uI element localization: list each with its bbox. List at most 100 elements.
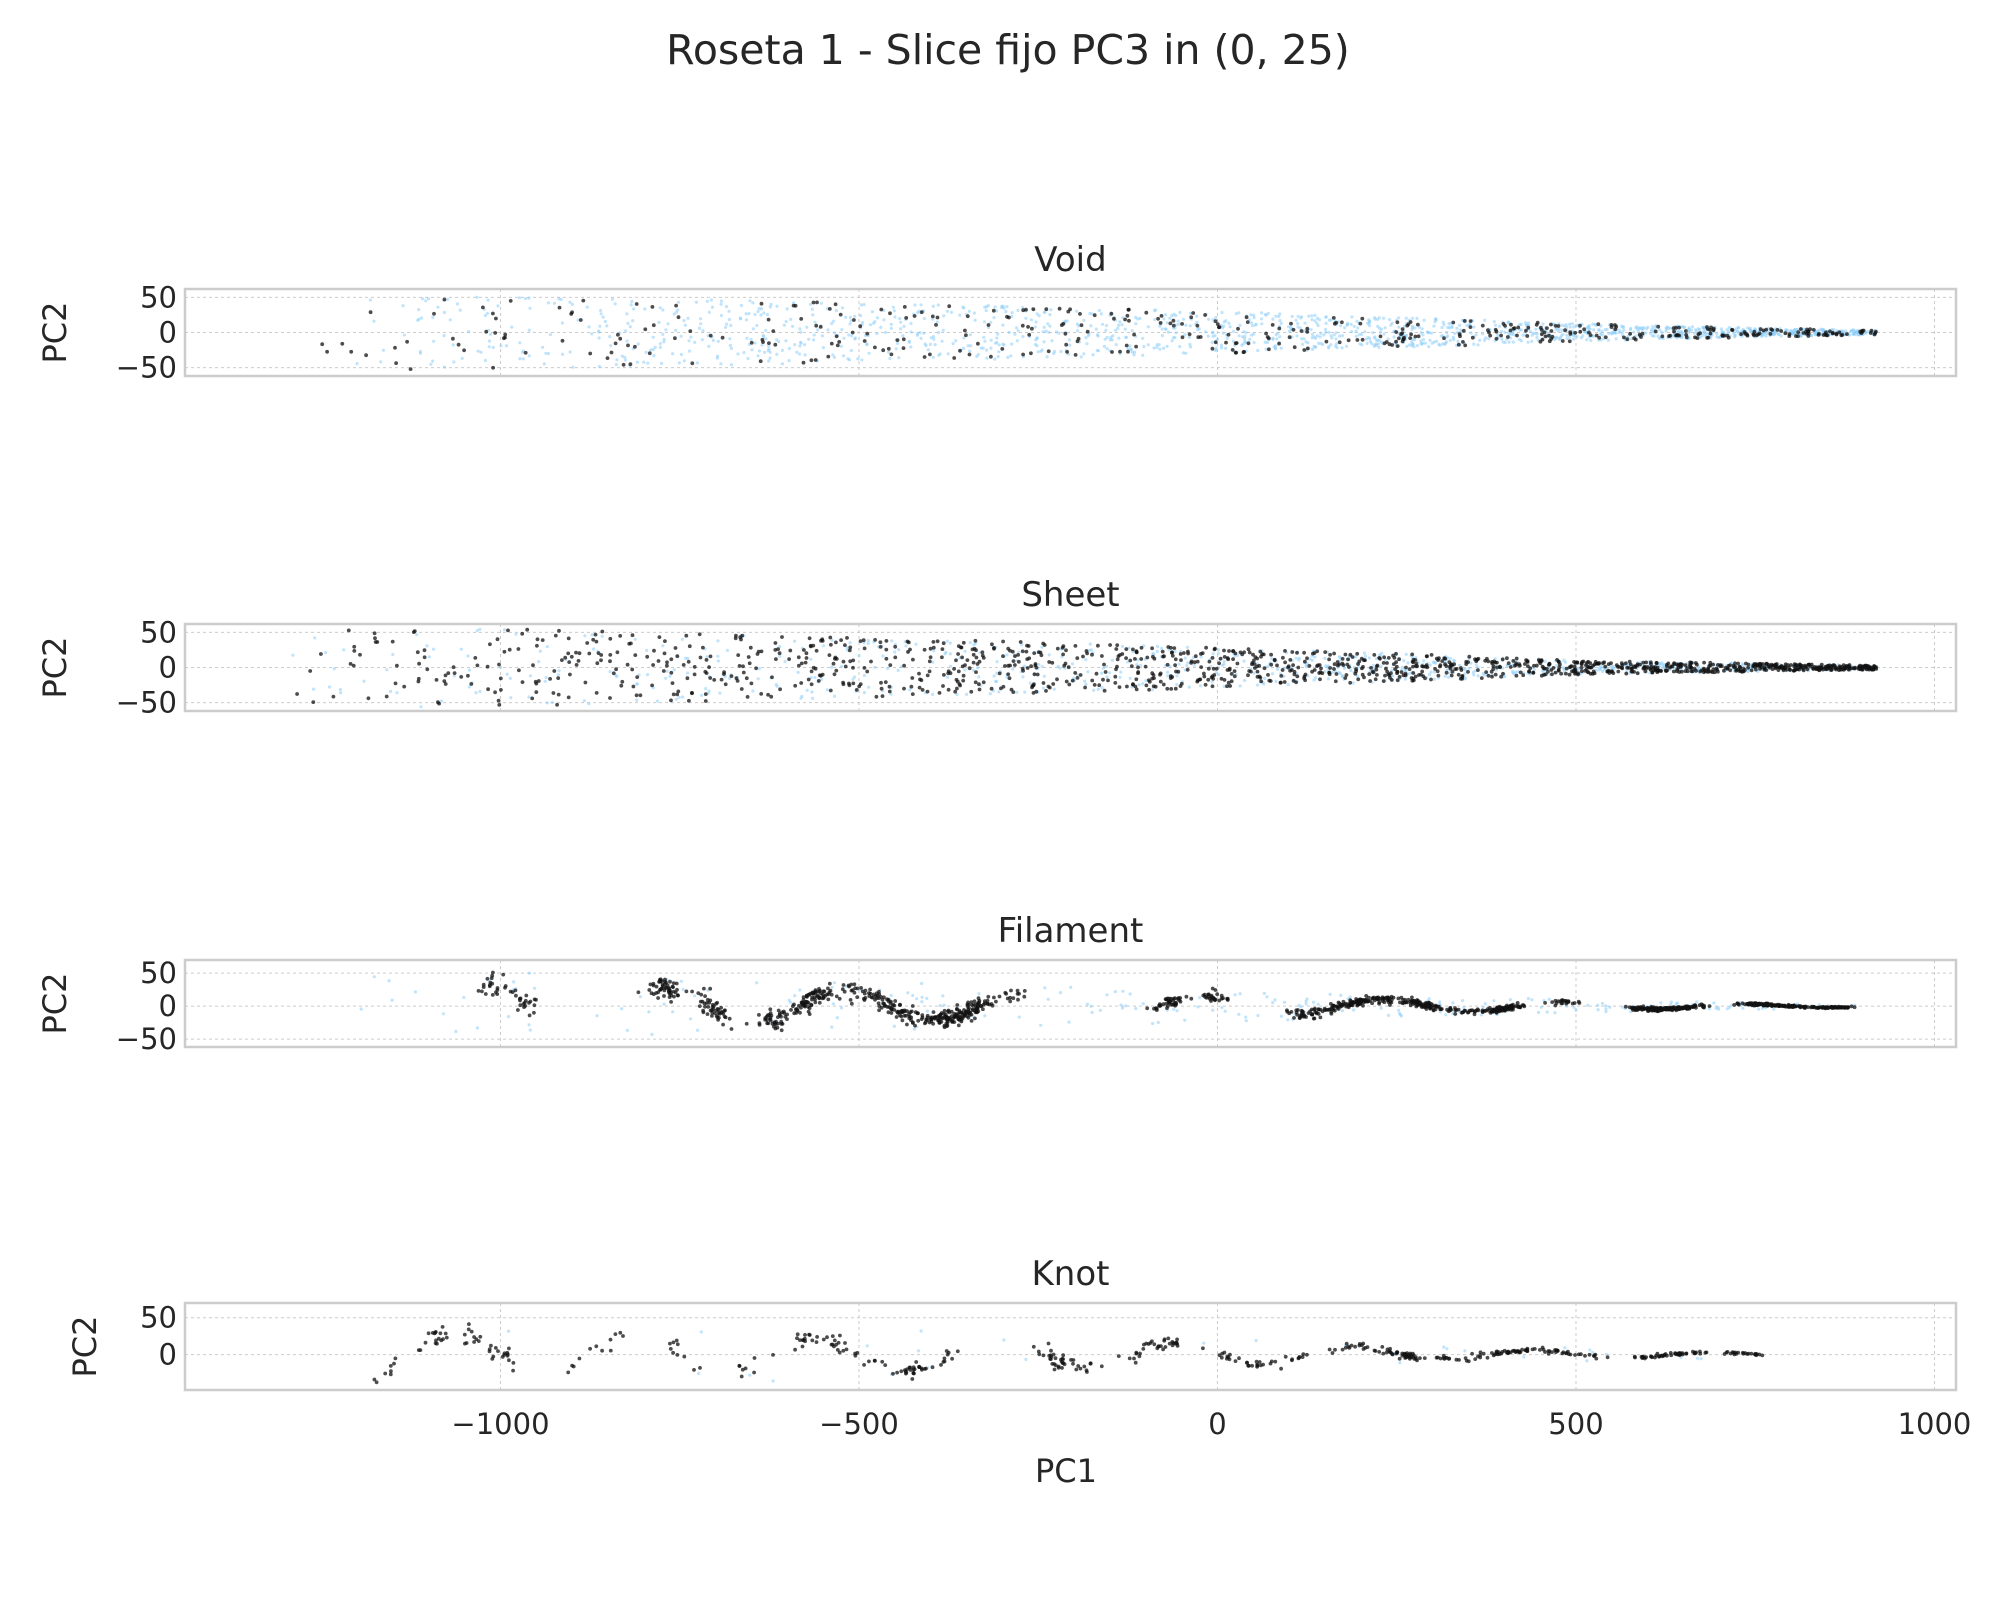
context-point (746, 357, 749, 360)
data-point (1518, 664, 1522, 668)
context-point (813, 676, 816, 679)
data-point (1333, 322, 1337, 326)
data-point (826, 998, 830, 1002)
context-point (1397, 1009, 1400, 1012)
y-tick-label: 50 (140, 280, 177, 314)
data-point (992, 646, 996, 650)
context-point (553, 302, 556, 305)
context-point (546, 701, 549, 704)
data-point (1332, 316, 1336, 320)
data-point (1283, 661, 1287, 665)
data-point (1009, 989, 1013, 993)
context-point (977, 992, 980, 995)
data-point (1578, 324, 1582, 328)
data-point (1047, 685, 1051, 689)
context-point (899, 327, 902, 330)
data-point (1283, 649, 1287, 653)
data-point (1117, 654, 1121, 658)
context-point (1498, 325, 1501, 328)
data-point (443, 298, 447, 302)
data-point (665, 664, 669, 668)
data-point (1507, 661, 1511, 665)
context-point (1383, 332, 1386, 335)
data-point (552, 691, 556, 695)
data-point (734, 636, 738, 640)
data-point (496, 637, 500, 641)
context-point (605, 324, 608, 327)
data-point (1346, 658, 1350, 662)
context-point (1220, 311, 1223, 314)
context-point (1321, 343, 1324, 346)
data-point (1008, 1000, 1012, 1004)
data-point (524, 994, 528, 998)
context-point (1793, 328, 1796, 331)
context-point (1166, 671, 1169, 674)
context-point (630, 300, 633, 303)
data-point (1245, 315, 1249, 319)
data-point (1447, 660, 1451, 664)
context-point (776, 685, 779, 688)
data-point (1622, 336, 1626, 340)
data-point (1788, 332, 1792, 336)
data-point (1506, 335, 1510, 339)
context-point (1448, 326, 1451, 329)
context-point (1621, 331, 1624, 334)
context-point (356, 362, 359, 365)
context-point (488, 345, 491, 348)
data-point (612, 671, 616, 675)
data-point (1159, 672, 1163, 676)
data-point (1151, 655, 1155, 659)
data-point (953, 690, 957, 694)
data-point (963, 663, 967, 667)
context-point (527, 297, 530, 300)
data-point (394, 682, 398, 686)
data-point (1160, 314, 1164, 318)
context-point (1299, 316, 1302, 319)
context-point (924, 344, 927, 347)
data-point (1425, 663, 1429, 667)
data-point (1275, 664, 1279, 668)
context-point (1142, 1002, 1145, 1005)
data-point (1134, 677, 1138, 681)
context-point (1438, 1000, 1441, 1003)
context-point (937, 303, 940, 306)
data-point (493, 690, 497, 694)
context-point (793, 994, 796, 997)
data-point (1369, 666, 1373, 670)
context-point (1702, 331, 1705, 334)
data-point (1624, 661, 1628, 665)
context-point (916, 311, 919, 314)
context-point (339, 691, 342, 694)
context-point (890, 639, 893, 642)
context-point (1183, 1019, 1186, 1022)
data-point (594, 633, 598, 637)
context-point (1405, 317, 1408, 320)
context-point (597, 331, 600, 334)
context-point (1291, 315, 1294, 318)
context-point (583, 634, 586, 637)
context-point (652, 336, 655, 339)
context-point (360, 1008, 363, 1011)
data-point (820, 637, 824, 641)
data-point (1233, 669, 1237, 673)
context-point (568, 301, 571, 304)
data-point (810, 996, 814, 1000)
context-point (1260, 311, 1263, 314)
context-point (1340, 346, 1343, 349)
context-point (1618, 331, 1621, 334)
data-point (595, 661, 599, 665)
context-point (369, 298, 372, 301)
data-point (885, 639, 889, 643)
data-point (1561, 339, 1565, 343)
context-point (1096, 349, 1099, 352)
data-point (1335, 672, 1339, 676)
data-point (1873, 333, 1877, 337)
context-point (929, 343, 932, 346)
context-point (1568, 323, 1571, 326)
data-point (1576, 673, 1580, 677)
data-point (1236, 662, 1240, 666)
context-point (620, 1007, 623, 1010)
context-point (462, 996, 465, 999)
context-point (1121, 645, 1124, 648)
data-point (761, 338, 765, 342)
